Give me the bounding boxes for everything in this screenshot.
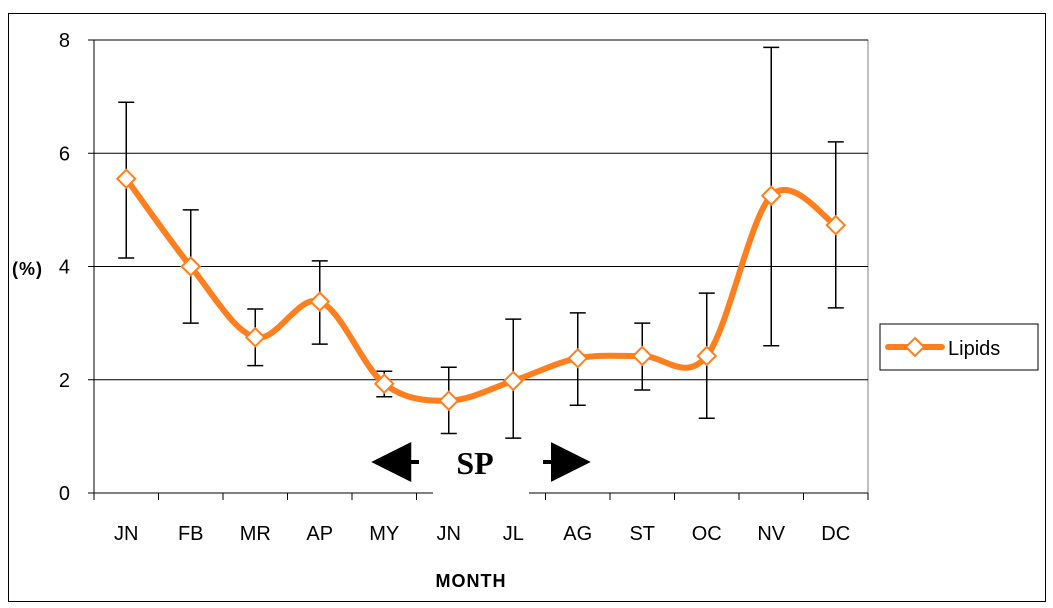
data-point-marker <box>760 185 782 207</box>
data-point-marker <box>309 291 331 313</box>
y-tick-label: 4 <box>59 257 70 279</box>
data-point-marker <box>180 256 202 277</box>
chart-frame <box>8 13 1046 602</box>
y-tick-label: 6 <box>59 143 70 165</box>
x-tick-label: MR <box>240 523 271 545</box>
x-tick-label: ST <box>629 523 655 545</box>
data-point-marker <box>825 214 847 236</box>
annotation-background <box>433 440 529 500</box>
data-point-marker <box>115 168 137 190</box>
x-tick-label: DC <box>821 523 850 545</box>
y-tick-label: 2 <box>59 370 70 392</box>
x-tick-label: JN <box>114 523 138 545</box>
data-point-marker <box>373 373 395 395</box>
annotation-label: SP <box>456 445 493 481</box>
legend-marker-sample <box>904 336 926 358</box>
series-line-lipids <box>123 175 839 404</box>
y-tick-label: 8 <box>59 30 70 52</box>
data-point-marker <box>696 345 718 367</box>
x-tick-label: FB <box>178 523 204 545</box>
data-point-marker <box>438 390 460 412</box>
x-tick-label: AP <box>306 523 333 545</box>
data-point-marker <box>567 347 589 369</box>
data-point-marker <box>631 345 653 367</box>
x-tick-label: NV <box>757 523 785 545</box>
x-tick-label: OC <box>692 523 722 545</box>
y-tick-label: 0 <box>59 483 70 505</box>
x-tick-label: AG <box>563 523 592 545</box>
x-tick-label: JL <box>503 523 524 545</box>
data-point-marker <box>502 370 524 392</box>
x-tick-label: MY <box>369 523 399 545</box>
x-axis-title: MONTH <box>436 571 507 591</box>
legend-label-lipids: Lipids <box>948 338 1000 360</box>
data-point-marker <box>244 326 266 348</box>
x-tick-label: JN <box>437 523 461 545</box>
y-axis-title: (%) <box>12 259 43 279</box>
